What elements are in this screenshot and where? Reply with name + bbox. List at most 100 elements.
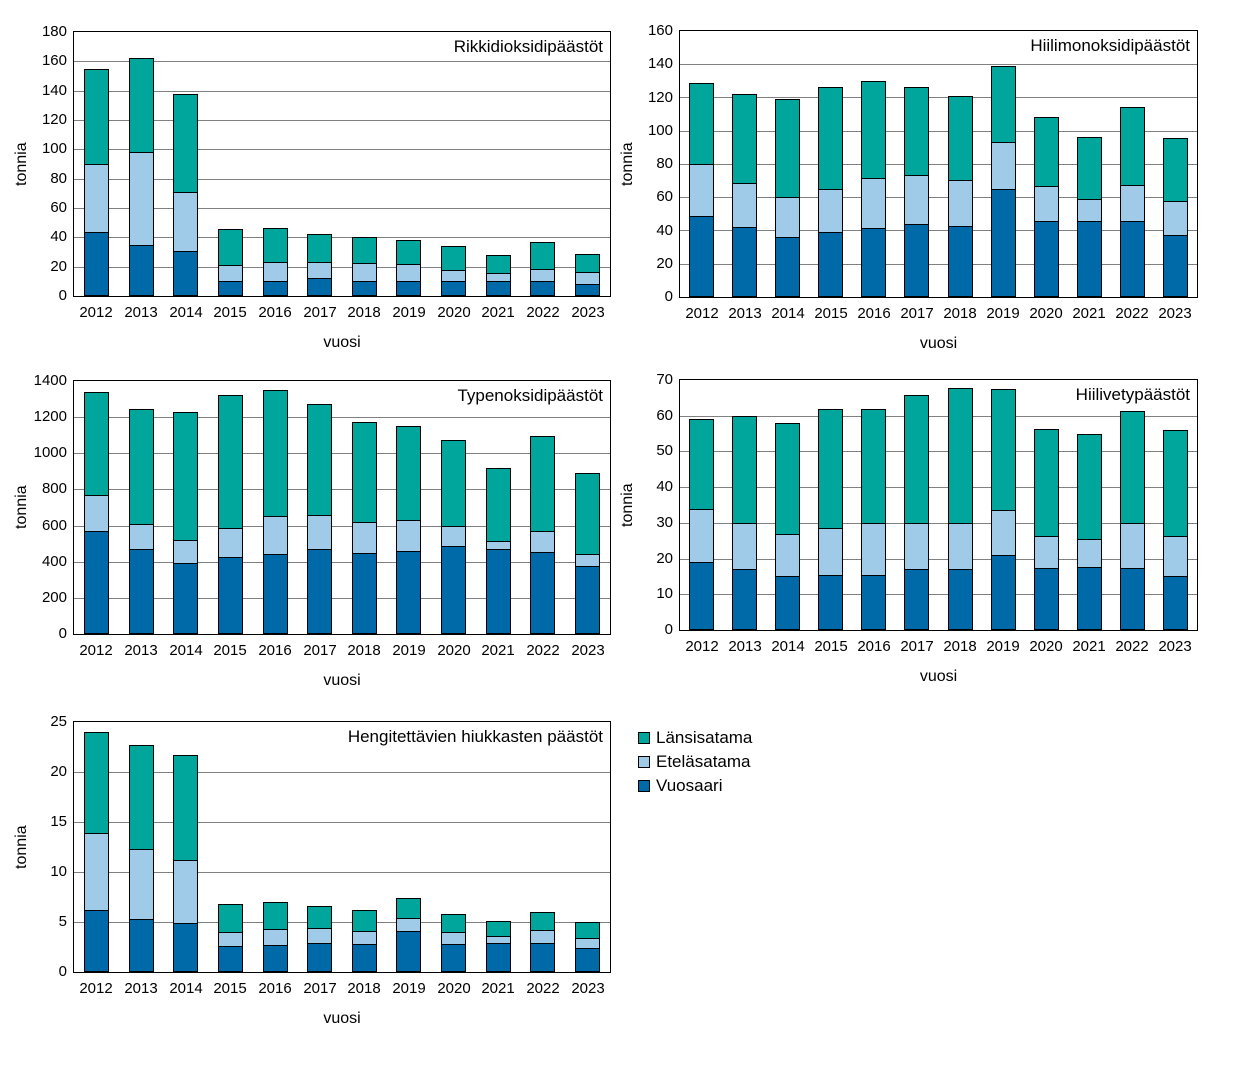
y-tick-label: 1000	[33, 444, 67, 461]
chart-hiilimonoksidipaastot: Hiilimonoksidipäästöt 2012 2013 2014 2015 20…	[619, 0, 1246, 360]
y-tick-label: 1400	[33, 372, 67, 389]
x-tick-label: 2023	[1158, 305, 1192, 322]
bar-segment-vuosaari-2022	[1120, 221, 1145, 297]
bar-segment-etelasatama-2019	[991, 510, 1016, 556]
bar-segment-etelasatama-2014	[775, 197, 800, 238]
chart-title: Typenoksidipäästöt	[457, 386, 603, 405]
bar-segment-etelasatama-2021	[486, 936, 511, 944]
x-tick-label: 2016	[258, 980, 292, 997]
y-tick-label: 160	[647, 22, 673, 39]
bar-segment-vuosaari-2014	[775, 237, 800, 297]
bar-segment-etelasatama-2022	[530, 930, 555, 944]
gridline	[74, 179, 610, 180]
x-tick-label: 2023	[571, 642, 605, 659]
bar-segment-vuosaari-2021	[486, 549, 511, 634]
bar-segment-vuosaari-2016	[861, 575, 886, 630]
bar-segment-lansisatama-2022	[530, 912, 555, 931]
bar-segment-vuosaari-2018	[352, 944, 377, 972]
bar-segment-etelasatama-2012	[689, 164, 714, 217]
bar-segment-vuosaari-2021	[1077, 567, 1102, 630]
x-tick-label: 2022	[526, 304, 560, 321]
x-tick-label: 2018	[943, 305, 977, 322]
legend-swatch-vuosaari	[638, 780, 650, 792]
bar-segment-etelasatama-2013	[129, 524, 154, 550]
bar-segment-etelasatama-2017	[307, 515, 332, 550]
bar-segment-vuosaari-2015	[218, 557, 243, 634]
bar-segment-etelasatama-2012	[84, 164, 109, 233]
gridline	[680, 416, 1197, 417]
x-tick-label: 2017	[303, 642, 337, 659]
bar-segment-etelasatama-2021	[486, 273, 511, 282]
bar-segment-etelasatama-2023	[575, 554, 600, 567]
bar-segment-etelasatama-2016	[263, 516, 288, 555]
bar-segment-etelasatama-2016	[861, 523, 886, 576]
bar-segment-etelasatama-2018	[352, 522, 377, 554]
x-tick-label: 2015	[213, 304, 247, 321]
x-tick-label: 2023	[571, 980, 605, 997]
legend: Länsisatama Eteläsatama Vuosaari	[638, 726, 918, 798]
bar-segment-vuosaari-2019	[991, 189, 1016, 297]
bar-segment-etelasatama-2022	[1120, 523, 1145, 569]
plot-area: Hengitettävien hiukkasten päästöt	[73, 721, 611, 973]
bar-segment-etelasatama-2015	[818, 189, 843, 233]
bar-segment-vuosaari-2019	[991, 555, 1016, 630]
gridline	[680, 164, 1197, 165]
bar-segment-etelasatama-2015	[218, 265, 243, 282]
y-tick-label: 0	[664, 288, 673, 305]
chart-hengitettavien-hiukkasten-paastot: Hengitettävien hiukkasten päästöt 2012 20…	[0, 700, 620, 1060]
y-tick-label: 100	[41, 140, 67, 157]
bar-segment-etelasatama-2020	[1034, 186, 1059, 222]
bar-segment-lansisatama-2015	[218, 395, 243, 529]
bar-segment-lansisatama-2022	[1120, 411, 1145, 524]
bar-segment-vuosaari-2012	[84, 910, 109, 972]
x-axis-label: vuosi	[323, 1010, 361, 1027]
bar-segment-etelasatama-2017	[904, 523, 929, 570]
y-tick-label: 60	[50, 199, 67, 216]
y-tick-label: 400	[41, 553, 67, 570]
bar-segment-vuosaari-2018	[948, 569, 973, 630]
gridline	[74, 489, 610, 490]
bar-segment-lansisatama-2020	[441, 246, 466, 271]
bar-segment-etelasatama-2023	[1163, 536, 1188, 577]
bar-segment-etelasatama-2018	[948, 180, 973, 227]
bar-segment-etelasatama-2022	[530, 269, 555, 282]
bar-segment-lansisatama-2012	[84, 69, 109, 165]
y-tick-label: 100	[647, 122, 673, 139]
bar-segment-lansisatama-2016	[861, 81, 886, 179]
y-tick-label: 40	[656, 222, 673, 239]
bar-segment-lansisatama-2017	[307, 404, 332, 516]
bar-segment-vuosaari-2017	[904, 224, 929, 297]
bar-segment-etelasatama-2013	[732, 183, 757, 228]
bar-segment-vuosaari-2016	[263, 281, 288, 296]
x-tick-label: 2013	[124, 980, 158, 997]
y-axis-label: tonnia	[619, 142, 636, 186]
y-tick-label: 600	[41, 517, 67, 534]
bar-segment-lansisatama-2021	[1077, 434, 1102, 540]
gridline	[680, 487, 1197, 488]
x-tick-label: 2020	[1029, 305, 1063, 322]
y-tick-label: 20	[50, 258, 67, 275]
y-tick-label: 20	[656, 255, 673, 272]
y-tick-label: 0	[664, 621, 673, 638]
x-tick-label: 2019	[986, 305, 1020, 322]
bar-segment-etelasatama-2015	[218, 932, 243, 947]
bar-segment-lansisatama-2015	[818, 87, 843, 190]
x-tick-label: 2013	[728, 638, 762, 655]
bar-segment-lansisatama-2019	[396, 240, 421, 265]
bar-segment-lansisatama-2018	[948, 388, 973, 524]
bar-segment-etelasatama-2023	[575, 938, 600, 949]
bar-segment-etelasatama-2015	[218, 528, 243, 558]
chart-title: Hengitettävien hiukkasten päästöt	[347, 727, 603, 746]
bar-segment-etelasatama-2022	[1120, 185, 1145, 222]
bar-segment-lansisatama-2018	[352, 237, 377, 264]
bar-segment-vuosaari-2021	[486, 943, 511, 972]
bar-segment-vuosaari-2023	[575, 948, 600, 972]
bar-segment-vuosaari-2021	[486, 281, 511, 296]
bar-segment-etelasatama-2013	[129, 152, 154, 246]
gridline	[74, 417, 610, 418]
y-tick-label: 15	[50, 813, 67, 830]
bar-segment-etelasatama-2015	[818, 528, 843, 576]
gridline	[680, 64, 1197, 65]
x-tick-label: 2015	[213, 980, 247, 997]
bar-segment-vuosaari-2015	[218, 281, 243, 296]
